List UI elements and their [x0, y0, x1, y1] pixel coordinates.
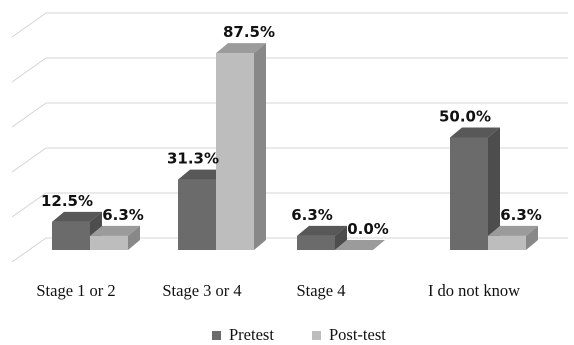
legend-swatch [212, 331, 221, 340]
bar-front-face [488, 235, 526, 250]
category-labels: Stage 1 or 2 Stage 3 or 4 Stage 4 I do not … [36, 281, 520, 300]
bar-front-face [90, 235, 128, 250]
data-labels: 12.5% 6.3% 31.3% 87.5% 6.3% 0.0% 50.0% 6.3% [41, 23, 542, 238]
data-label: 0.0% [347, 220, 389, 238]
bar-front-face [450, 137, 488, 250]
data-label: 31.3% [167, 150, 219, 168]
bar-posttest-2 [335, 240, 385, 250]
bar-top-face [216, 43, 266, 54]
bar-side-face [254, 43, 266, 250]
gridline-slant [11, 57, 47, 83]
bar-posttest-1 [216, 43, 266, 250]
data-label: 50.0% [439, 108, 491, 126]
legend-swatch [312, 331, 321, 340]
legend-label: Pretest [229, 325, 274, 344]
gridline-slant [11, 237, 47, 263]
data-label: 87.5% [223, 23, 275, 41]
bar-posttest-0 [90, 225, 140, 250]
bar-top-face [297, 225, 347, 236]
category-label: Stage 3 or 4 [162, 281, 241, 300]
gridline-slant [11, 147, 47, 173]
bar-top-face [178, 169, 228, 180]
bar-top-face [450, 127, 500, 138]
bar-posttest-3 [488, 225, 538, 250]
bar-top-face [335, 240, 385, 250]
bar-front-face [52, 221, 90, 250]
bar-side-face [335, 225, 347, 250]
legend-item-posttest: Post-test [312, 325, 386, 344]
gridline-slant [11, 102, 47, 128]
data-label: 12.5% [41, 192, 93, 210]
bar-front-face [297, 235, 335, 250]
bar-front-face [178, 179, 216, 250]
bar-front-face [216, 53, 254, 250]
bar-pretest-3 [450, 127, 500, 250]
data-label: 6.3% [291, 206, 333, 224]
category-label: Stage 1 or 2 [36, 281, 115, 300]
bars [52, 43, 538, 250]
bar-top-face [488, 225, 538, 236]
bar-side-face [526, 225, 538, 250]
data-label: 6.3% [102, 206, 144, 224]
bar-side-face [488, 127, 500, 250]
category-label: I do not know [428, 281, 520, 300]
data-label: 6.3% [500, 206, 542, 224]
legend-item-pretest: Pretest [212, 325, 274, 344]
category-label: Stage 4 [296, 281, 345, 300]
bar-top-face [52, 211, 102, 222]
bar-pretest-2 [297, 225, 347, 250]
gridline-slant [11, 192, 47, 218]
gridline-slant [11, 12, 47, 38]
bar-side-face [128, 225, 140, 250]
bar-top-face [90, 225, 140, 236]
legend-label: Post-test [329, 325, 386, 344]
legend: Pretest Post-test [212, 325, 386, 344]
